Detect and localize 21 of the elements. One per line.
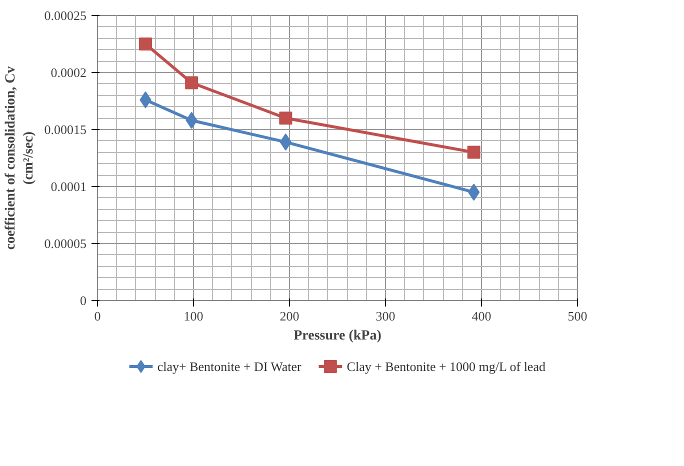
y-tick-label: 0.00025 (44, 8, 86, 23)
x-tick-label: 200 (280, 308, 300, 324)
point (279, 112, 292, 125)
x-tick-label: 400 (472, 308, 492, 324)
legend-label: clay+ Bentonite + DI Water (157, 359, 302, 374)
y-tick-label: 0 (80, 293, 86, 308)
point (467, 146, 480, 159)
x-tick-label: 100 (184, 308, 204, 324)
y-tick-label: 0.00015 (44, 122, 86, 137)
point (468, 184, 480, 201)
legend-label: Clay + Bentonite + 1000 mg/L of lead (346, 359, 546, 374)
y-tick-label: 0.0002 (50, 65, 86, 80)
x-tick-label: 300 (376, 308, 396, 324)
point (185, 76, 198, 90)
x-tick-label: 0 (94, 308, 101, 324)
x-tick-label: 500 (568, 308, 588, 324)
y-tick-label: 0.0001 (50, 179, 86, 194)
y-tick-label: 0.00005 (44, 236, 86, 251)
point (139, 38, 152, 50)
x-axis-title: Pressure (kPa) (294, 328, 382, 344)
y-axis-title: coefficient of consolidation, Cv (cm²/sec) (3, 66, 36, 250)
